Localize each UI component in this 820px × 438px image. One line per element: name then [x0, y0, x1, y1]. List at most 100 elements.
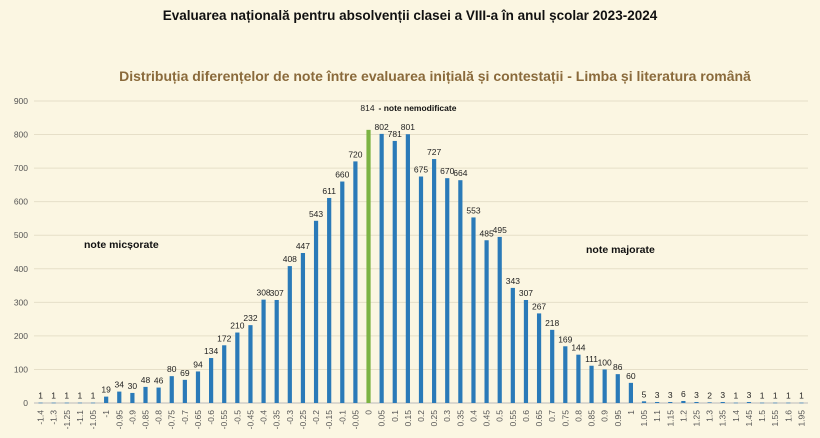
bar-0.75 — [563, 346, 568, 403]
bar-1.35 — [720, 401, 725, 403]
x-tick-label: 0.75 — [560, 410, 570, 427]
bar-0.45 — [484, 240, 489, 403]
bar--0.9 — [130, 392, 135, 403]
data-label: 720 — [348, 149, 362, 159]
y-tick-label: 0 — [23, 398, 28, 408]
data-label: 3 — [720, 390, 725, 400]
x-tick-label: -0.3 — [285, 410, 295, 425]
bar-0.4 — [471, 217, 476, 403]
data-label: 447 — [296, 241, 310, 251]
x-tick-label: 0.9 — [600, 410, 610, 422]
data-label: 1 — [786, 391, 791, 401]
x-tick-label: 0.05 — [377, 410, 387, 427]
data-label: 34 — [115, 380, 125, 390]
chart-title: Distribuția diferențelor de note între e… — [119, 68, 751, 84]
x-tick-label: 0.6 — [521, 410, 531, 422]
x-tick-label: 0.95 — [613, 410, 623, 427]
bar--0.35 — [274, 299, 279, 403]
x-tick-label: -1.4 — [36, 410, 46, 425]
bar-0 — [366, 129, 371, 403]
x-tick-label: 1.4 — [731, 410, 741, 422]
x-tick-label: 1.55 — [770, 410, 780, 427]
bar--1.1 — [77, 402, 83, 404]
bar--0.95 — [117, 391, 122, 403]
x-tick-label: 1.45 — [744, 410, 754, 427]
data-label: 69 — [180, 368, 190, 378]
y-tick-label: 100 — [14, 364, 28, 374]
data-label: 814 — [360, 103, 374, 113]
x-tick-label: 0.15 — [403, 410, 413, 427]
bar-0.3 — [445, 178, 450, 403]
data-label: 232 — [243, 313, 257, 323]
bar--1 — [104, 396, 109, 403]
x-tick-label: 0.7 — [547, 410, 557, 422]
data-label: 111 — [585, 354, 598, 364]
data-label: 307 — [270, 288, 284, 298]
bar-0.1 — [392, 140, 397, 404]
x-tick-label: 0.45 — [482, 410, 492, 427]
data-label: 94 — [193, 359, 203, 369]
x-tick-label: -0.9 — [127, 410, 137, 425]
y-axis: 0 100 200 300 400 500 600 700 800 900 — [14, 96, 28, 408]
bar-1.15 — [668, 401, 673, 403]
data-label: 1 — [64, 391, 69, 401]
data-label: 19 — [101, 385, 111, 395]
bar--0.1 — [340, 181, 345, 403]
bar--1.25 — [64, 402, 69, 404]
data-label: 267 — [532, 301, 546, 311]
x-tick-label: 0 — [364, 410, 374, 415]
bar-0.2 — [418, 176, 424, 403]
bar-0.35 — [458, 180, 463, 403]
data-label: 3 — [747, 390, 752, 400]
x-tick-label: 1.05 — [639, 410, 649, 427]
x-tick-label: -1.05 — [88, 410, 98, 430]
x-tick-label: -0.55 — [219, 410, 229, 430]
bar-1.5 — [759, 402, 765, 404]
x-tick-label: 1.2 — [678, 410, 688, 422]
x-tick-label: -0.4 — [259, 410, 269, 425]
x-tick-label: 0.55 — [508, 410, 518, 427]
data-label: 485 — [479, 228, 493, 238]
y-tick-label: 200 — [14, 331, 28, 341]
bar--0.65 — [195, 371, 201, 403]
x-tick-label: 1 — [626, 410, 636, 415]
data-label: 611 — [322, 186, 336, 196]
annotation-decreased: note micșorate — [84, 239, 159, 251]
bar--1.4 — [38, 402, 43, 404]
x-tick-label: -0.6 — [206, 410, 216, 425]
x-tick-label: -0.05 — [350, 410, 360, 430]
y-tick-label: 700 — [14, 163, 28, 173]
x-tick-label: 0.35 — [455, 410, 465, 427]
data-label: 172 — [217, 333, 231, 343]
bar-1.55 — [773, 402, 778, 404]
data-label: 169 — [558, 334, 572, 344]
data-label: 801 — [401, 122, 415, 132]
x-tick-label: -0.2 — [311, 410, 321, 425]
bar--0.7 — [182, 379, 187, 403]
bar-0.6 — [523, 299, 529, 403]
x-tick-label: 1.3 — [705, 410, 715, 422]
y-tick-label: 500 — [14, 230, 28, 240]
bar-0.9 — [602, 369, 607, 403]
data-label: 343 — [506, 276, 520, 286]
x-tick-label: 0.65 — [534, 410, 544, 427]
data-label: 660 — [335, 170, 349, 180]
x-tick-label: 0.5 — [495, 410, 505, 422]
bar-0.05 — [379, 133, 384, 403]
x-tick-label: -0.35 — [272, 410, 282, 430]
data-label: 1 — [51, 391, 56, 401]
annotation-unchanged: - note nemodificate — [379, 103, 457, 113]
x-tick-label: -0.5 — [232, 410, 242, 425]
bar-0.7 — [550, 329, 555, 403]
data-label: 495 — [493, 225, 507, 235]
x-tick-label: 0.1 — [390, 410, 400, 422]
x-tick-label: 1.5 — [757, 410, 767, 422]
x-tick-label: -0.95 — [114, 410, 124, 430]
y-tick-label: 600 — [14, 197, 28, 207]
bar--0.4 — [261, 299, 266, 403]
x-tick-label: 0.2 — [416, 410, 426, 422]
x-tick-label: -0.75 — [167, 410, 177, 430]
bar-1.25 — [694, 401, 699, 403]
bar--0.85 — [143, 386, 148, 403]
bar--0.15 — [327, 197, 332, 403]
